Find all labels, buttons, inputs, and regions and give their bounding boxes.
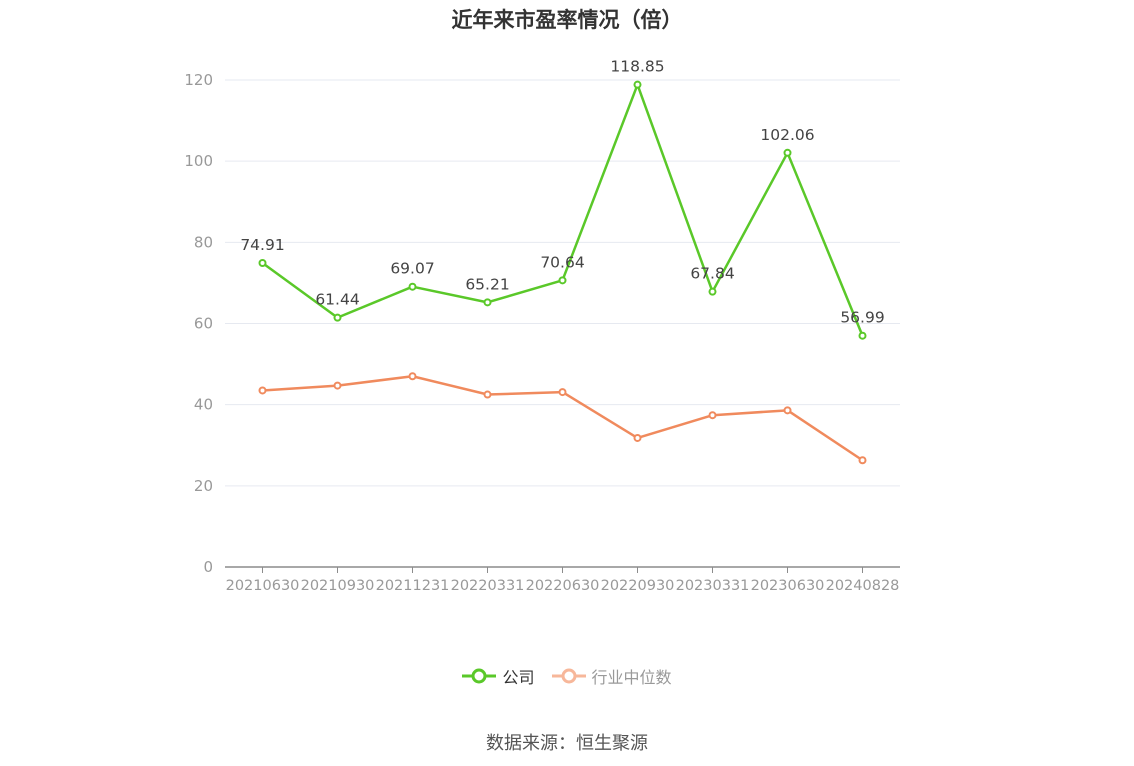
y-tick-label: 20 bbox=[194, 477, 213, 495]
data-label-company: 118.85 bbox=[610, 58, 664, 76]
x-tick-label: 20210930 bbox=[301, 578, 375, 594]
data-point-industry bbox=[483, 390, 492, 399]
data-label-company: 70.64 bbox=[540, 253, 584, 271]
legend-industry-line-icon bbox=[551, 668, 586, 684]
data-label-company: 74.91 bbox=[240, 236, 284, 254]
chart-legend: 公司 行业中位数 bbox=[0, 664, 1134, 688]
y-tick-label: 0 bbox=[203, 558, 213, 576]
x-tick-label: 20211231 bbox=[376, 578, 450, 594]
data-label-company: 61.44 bbox=[315, 291, 359, 309]
y-tick-label: 40 bbox=[194, 396, 213, 414]
data-label-company: 102.06 bbox=[760, 126, 814, 144]
x-tick-label: 20220630 bbox=[526, 578, 600, 594]
data-point-industry bbox=[258, 386, 267, 395]
data-label-company: 69.07 bbox=[390, 260, 434, 278]
y-tick-label: 80 bbox=[194, 233, 213, 251]
data-point-company bbox=[333, 313, 342, 322]
data-point-company bbox=[258, 258, 267, 267]
data-point-company bbox=[708, 287, 717, 296]
legend-industry-label: 行业中位数 bbox=[591, 668, 672, 687]
x-tick-label: 20230630 bbox=[751, 578, 825, 594]
data-point-company bbox=[783, 148, 792, 157]
data-label-company: 65.21 bbox=[465, 275, 509, 293]
data-point-industry bbox=[408, 372, 417, 381]
x-tick-label: 20230331 bbox=[676, 578, 750, 594]
data-point-company bbox=[558, 276, 567, 285]
data-point-company bbox=[408, 282, 417, 291]
data-source-note: 数据来源：恒生聚源 bbox=[486, 733, 648, 754]
data-label-company: 56.99 bbox=[840, 309, 884, 327]
x-tick-label: 20240828 bbox=[826, 578, 900, 594]
data-point-company bbox=[483, 298, 492, 307]
y-tick-label: 120 bbox=[184, 71, 213, 89]
legend-company-label: 公司 bbox=[502, 668, 535, 687]
legend-item-company[interactable]: 公司 bbox=[462, 664, 534, 688]
x-tick-label: 20220331 bbox=[451, 578, 525, 594]
data-point-industry bbox=[858, 456, 867, 465]
legend-item-industry[interactable]: 行业中位数 bbox=[551, 664, 672, 688]
data-point-industry bbox=[783, 406, 792, 415]
data-point-industry bbox=[708, 411, 717, 420]
data-label-company: 67.84 bbox=[690, 265, 734, 283]
data-point-industry bbox=[558, 388, 567, 397]
x-tick-label: 20220930 bbox=[601, 578, 675, 594]
legend-company-line-icon bbox=[462, 668, 497, 684]
data-point-company bbox=[858, 331, 867, 340]
data-point-industry bbox=[333, 381, 342, 390]
data-point-industry bbox=[633, 433, 642, 442]
x-tick-label: 20210630 bbox=[226, 578, 300, 594]
chart-title: 近年来市盈率情况（倍） bbox=[451, 8, 683, 32]
y-tick-label: 100 bbox=[184, 152, 213, 170]
data-point-company bbox=[633, 80, 642, 89]
y-tick-label: 60 bbox=[194, 315, 213, 333]
